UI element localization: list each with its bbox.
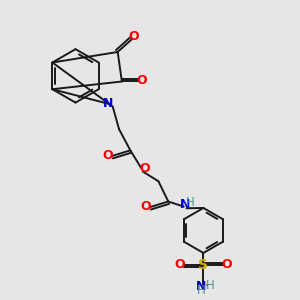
- Text: N: N: [180, 198, 190, 211]
- Text: O: O: [103, 149, 113, 162]
- Text: H: H: [185, 196, 194, 209]
- Text: O: O: [136, 74, 147, 87]
- Text: O: O: [139, 162, 150, 175]
- Text: H: H: [206, 279, 215, 292]
- Text: ·: ·: [205, 279, 209, 293]
- Text: S: S: [198, 258, 208, 272]
- Text: O: O: [129, 30, 139, 43]
- Text: O: O: [175, 258, 185, 271]
- Text: O: O: [140, 200, 151, 213]
- Text: N: N: [103, 98, 114, 110]
- Text: N: N: [196, 280, 206, 293]
- Text: H: H: [197, 284, 206, 297]
- Text: O: O: [222, 258, 232, 271]
